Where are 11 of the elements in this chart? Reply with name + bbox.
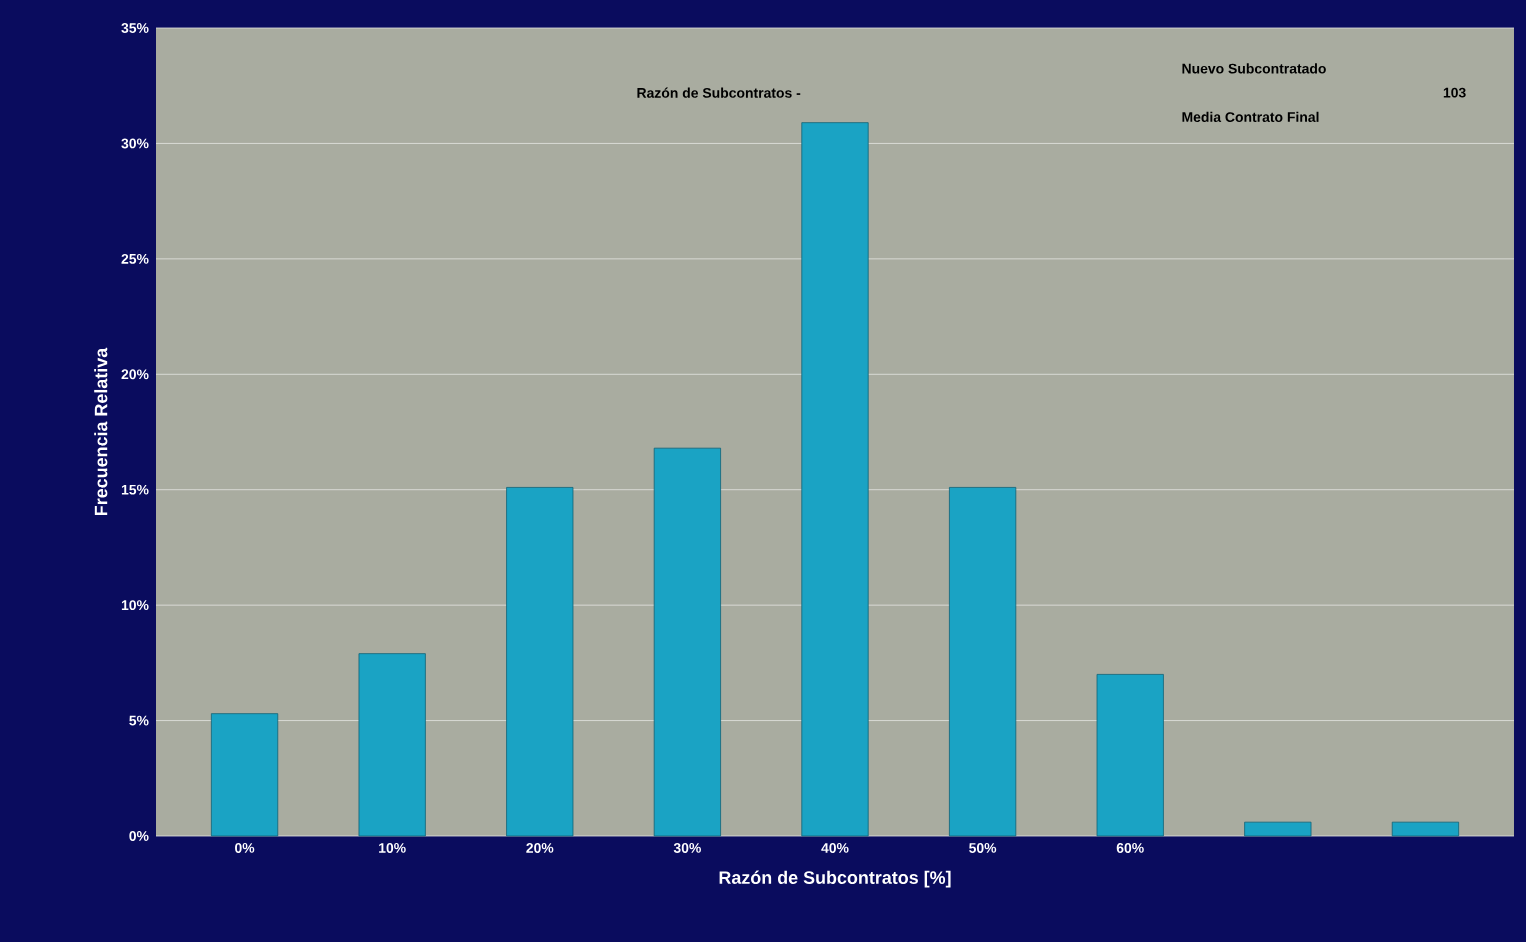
bar [801, 122, 869, 837]
bar [1244, 821, 1312, 837]
bar [948, 487, 1017, 837]
bar [1096, 674, 1164, 837]
x-axis-title: Razón de Subcontratos [%] [719, 870, 951, 888]
bar [506, 487, 574, 837]
y-axis-title: Frecuencia Relativa [94, 347, 108, 516]
bar [358, 653, 426, 837]
bar [653, 447, 721, 837]
bar [210, 713, 279, 837]
bar [1391, 821, 1460, 837]
